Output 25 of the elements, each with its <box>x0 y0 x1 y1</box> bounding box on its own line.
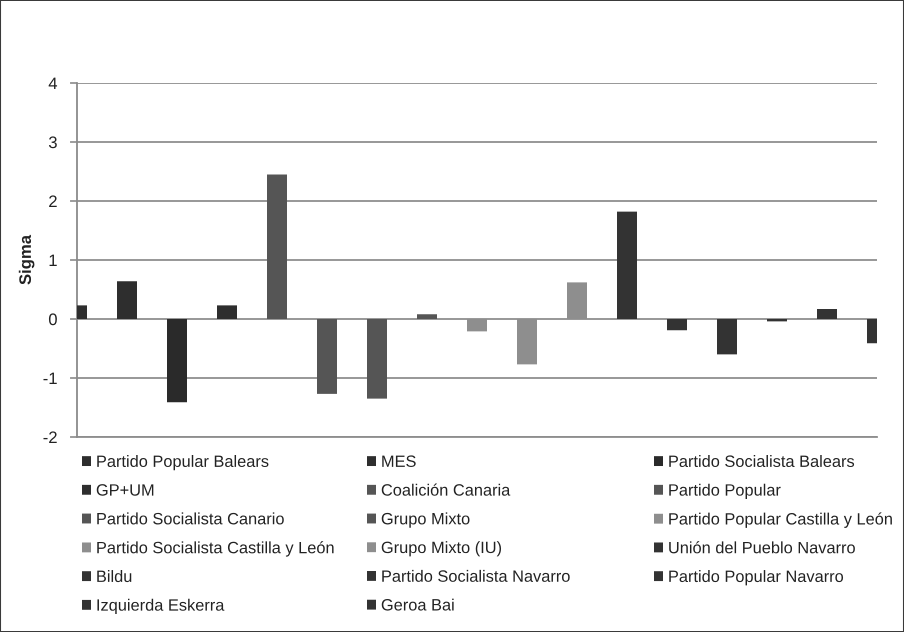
legend-label: Grupo Mixto <box>382 512 470 528</box>
legend-label: Coalición Canaria <box>382 484 510 496</box>
legend-label: Partido Socialista Navarro <box>382 570 570 582</box>
legend-label: Izquierda Eskerra <box>97 598 224 614</box>
y-tick-label: 1 <box>50 254 57 266</box>
legend-label: Unión del Pueblo Navarro <box>669 541 855 554</box>
legend-label: Grupo Mixto (IU) <box>382 541 502 556</box>
y-tick-label: -2 <box>43 431 57 444</box>
legend-label: Partido Socialista Castilla y León <box>97 541 334 557</box>
y-axis-title: Sigma <box>18 234 34 285</box>
legend-label: Partido Socialista Balears <box>669 455 854 468</box>
legend-label: Partido Popular Castilla y León <box>669 512 892 528</box>
y-tick-label: 0 <box>48 313 57 326</box>
legend-label: MES <box>382 455 416 468</box>
legend-label: GP+UM <box>96 484 154 496</box>
legend-label: Partido Socialista Canario <box>97 512 284 524</box>
legend-label: Geroa Bai <box>382 598 454 611</box>
legend-label: Partido Popular Navarro <box>669 570 844 586</box>
y-tick-label: 2 <box>49 195 57 208</box>
y-tick-label: 4 <box>48 78 58 90</box>
legend-label: Bildu <box>97 570 132 582</box>
y-tick-label: -1 <box>43 372 57 384</box>
legend-label: Partido Popular <box>669 484 781 499</box>
y-tick-label: 3 <box>48 136 57 148</box>
legend-label: Partido Popular Balears <box>97 455 268 470</box>
